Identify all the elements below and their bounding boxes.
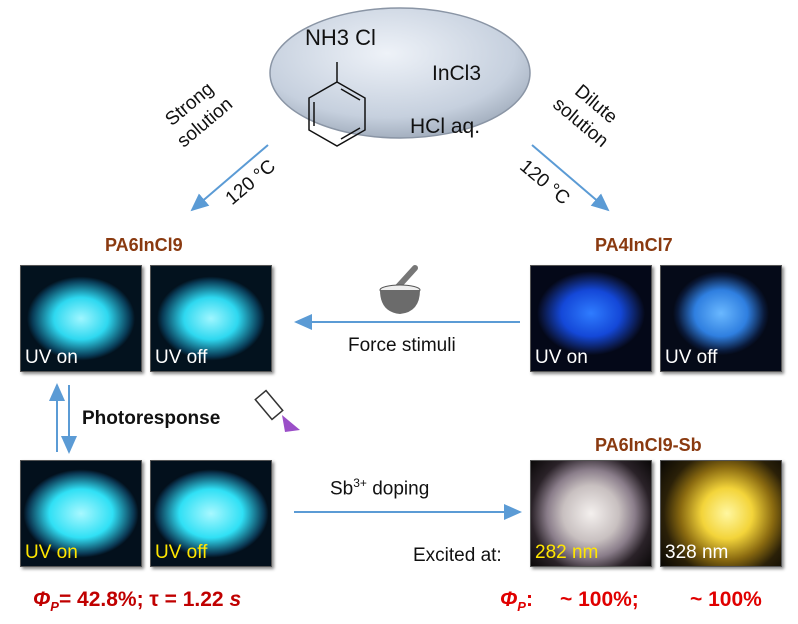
flashlight-icon: [254, 389, 300, 432]
left-result: ΦP= 42.8%; τ = 1.22 s: [33, 588, 242, 615]
right-result-328: ~ 100%: [690, 588, 762, 611]
pa6-uv-off-photo: UV off: [150, 265, 272, 372]
excited-at-label: Excited at:: [413, 545, 502, 566]
uv-off-caption: UV off: [665, 347, 718, 368]
pa4-uv-on-photo: UV on: [530, 265, 652, 372]
sb-328nm-photo: 328 nm: [660, 460, 782, 567]
uv-off-caption: UV off: [155, 542, 208, 563]
uv-on-caption: UV on: [25, 347, 78, 368]
right-result: ΦP:: [500, 588, 533, 615]
pa6-sb-title: PA6InCl9-Sb: [595, 435, 702, 455]
sb-282nm-photo: 282 nm: [530, 460, 652, 567]
pa6-title: PA6InCl9: [105, 235, 183, 255]
reactant-ellipse: [269, 7, 531, 139]
pa4-title: PA4InCl7: [595, 235, 673, 255]
photoresponse-label: Photoresponse: [82, 408, 221, 429]
incl3-label: InCl3: [432, 62, 482, 85]
sb-doping-label: Sb3+ doping: [330, 476, 430, 500]
pa6-uv-on-photo: UV on: [20, 265, 142, 372]
benzene-ring: [308, 62, 366, 147]
photoresponse-uv-off-photo: UV off: [150, 460, 272, 567]
photoresponse-uv-on-photo: UV on: [20, 460, 142, 567]
wavelength-282-caption: 282 nm: [535, 542, 599, 563]
pa4-uv-off-photo: UV off: [660, 265, 782, 372]
arrow-strong: [190, 144, 269, 212]
wavelength-328-caption: 328 nm: [665, 542, 729, 563]
nh3-cl-label: NH3 Cl: [305, 25, 376, 50]
uv-on-caption: UV on: [535, 347, 588, 368]
uv-on-caption: UV on: [25, 542, 78, 563]
uv-off-caption: UV off: [155, 347, 208, 368]
mortar-pestle-icon: [379, 265, 421, 314]
force-stimuli-label: Force stimuli: [348, 335, 456, 356]
hcl-label: HCl aq.: [410, 115, 481, 138]
arrow-dilute: [531, 144, 610, 212]
right-result-282: ~ 100%;: [560, 588, 639, 611]
